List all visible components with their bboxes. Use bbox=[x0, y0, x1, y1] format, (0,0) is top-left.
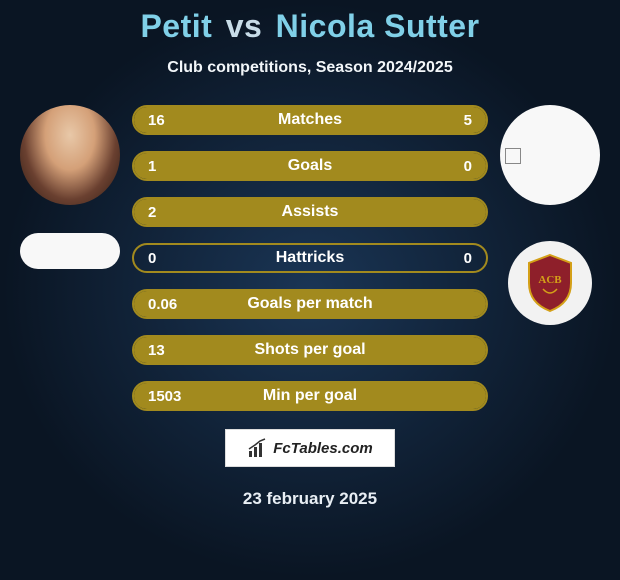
title-vs: vs bbox=[226, 8, 263, 44]
subtitle: Club competitions, Season 2024/2025 bbox=[0, 59, 620, 77]
player1-avatar bbox=[20, 105, 120, 205]
player2-club-crest: ACB bbox=[508, 241, 592, 325]
stat-bar: 2Assists bbox=[132, 197, 488, 227]
stat-label: Shots per goal bbox=[134, 341, 486, 359]
stat-label: Goals bbox=[134, 157, 486, 175]
page-title: Petit vs Nicola Sutter bbox=[0, 0, 620, 45]
date-label: 23 february 2025 bbox=[0, 489, 620, 509]
stat-label: Assists bbox=[134, 203, 486, 221]
stat-bar: 0.06Goals per match bbox=[132, 289, 488, 319]
stat-label: Goals per match bbox=[134, 295, 486, 313]
player2-avatar bbox=[500, 105, 600, 205]
stat-bar: 13Shots per goal bbox=[132, 335, 488, 365]
left-column bbox=[10, 105, 130, 269]
stat-label: Matches bbox=[134, 111, 486, 129]
stat-bars: 165Matches 10Goals 2Assists 00Hattricks 0.06… bbox=[132, 105, 488, 411]
stat-label: Min per goal bbox=[134, 387, 486, 405]
stat-bar: 00Hattricks bbox=[132, 243, 488, 273]
stat-bar: 165Matches bbox=[132, 105, 488, 135]
watermark: FcTables.com bbox=[225, 429, 395, 467]
stat-bar: 10Goals bbox=[132, 151, 488, 181]
title-player1: Petit bbox=[140, 8, 212, 44]
crest-shield-icon: ACB bbox=[525, 253, 575, 313]
fctables-logo-icon bbox=[247, 437, 269, 459]
svg-text:ACB: ACB bbox=[538, 274, 562, 286]
watermark-text: FcTables.com bbox=[273, 440, 372, 457]
title-player2: Nicola Sutter bbox=[276, 8, 480, 44]
comparison-content: ACB 165Matches 10Goals 2Assists 00Hattricks… bbox=[0, 105, 620, 411]
right-column: ACB bbox=[490, 105, 610, 325]
stat-bar: 1503Min per goal bbox=[132, 381, 488, 411]
stat-label: Hattricks bbox=[134, 249, 486, 267]
player1-club-pill bbox=[20, 233, 120, 269]
